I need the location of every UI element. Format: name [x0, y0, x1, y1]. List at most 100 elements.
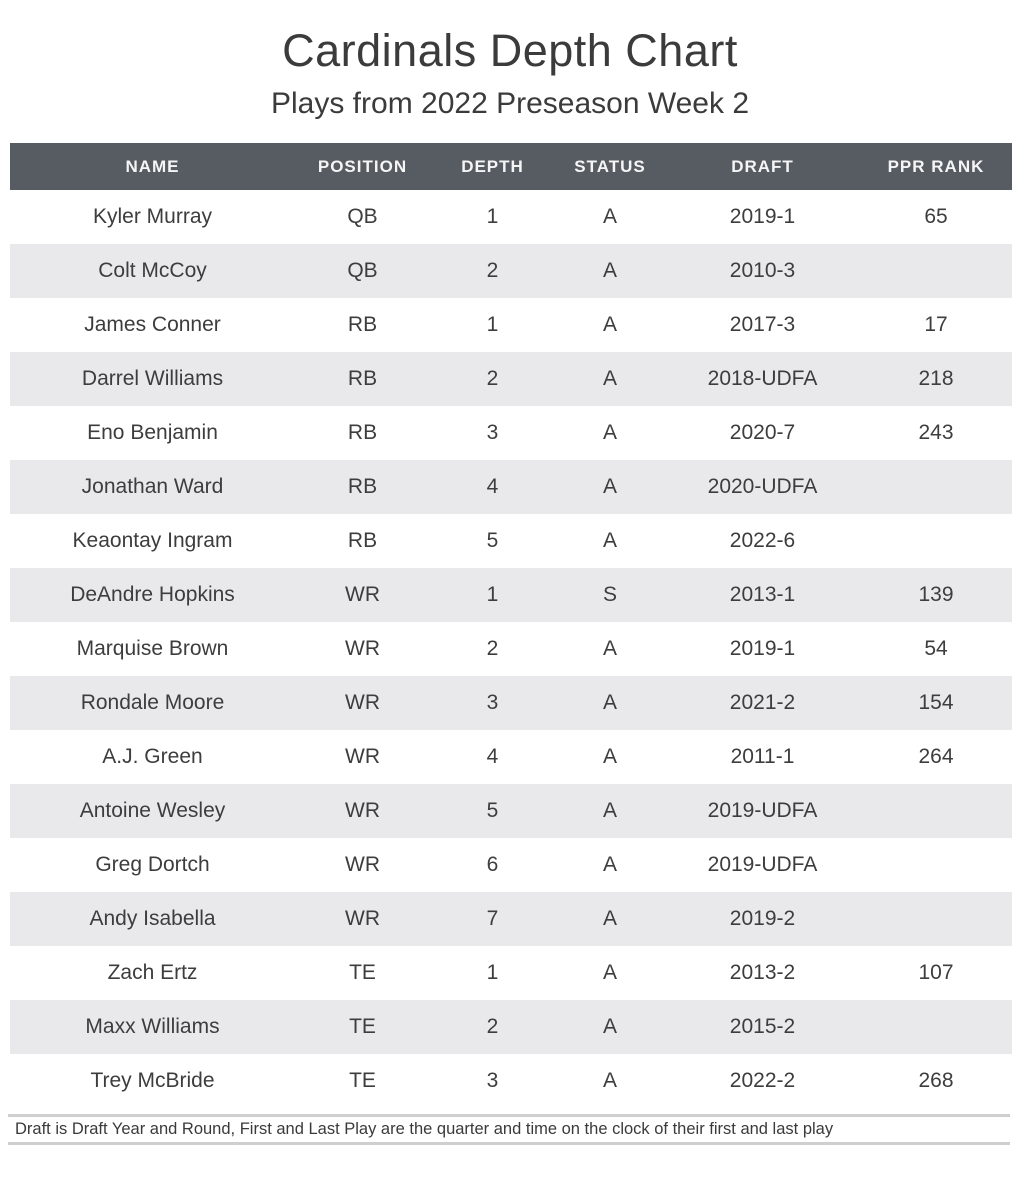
cell-position: RB: [347, 313, 378, 336]
cell-name: Keaontay Ingram: [72, 529, 233, 552]
cell-name: Kyler Murray: [92, 205, 213, 228]
cell-ppr_rank: [860, 784, 1012, 838]
cell-depth: 5: [486, 529, 499, 552]
cell-draft: 2019-UDFA: [707, 799, 818, 822]
cell-draft: 2019-1: [729, 205, 796, 228]
cell-draft: 2015-2: [729, 1015, 796, 1038]
cell-name: A.J. Green: [102, 745, 203, 768]
cell-ppr_rank: [860, 244, 1012, 298]
cell-name: Darrel Williams: [81, 367, 224, 390]
table-body: Kyler Murray QB 1 A 2019-1 65 Colt McCoy QB 2 A 20…: [10, 190, 1012, 1108]
cell-ppr_rank: 218: [918, 367, 954, 390]
cell-position: WR: [345, 799, 380, 822]
cell-depth: 4: [486, 745, 499, 768]
footnote: Draft is Draft Year and Round, First and…: [8, 1114, 1010, 1145]
cell-status: A: [602, 475, 617, 498]
page-title: Cardinals Depth Chart: [282, 25, 738, 76]
table-row: James Conner RB 1 A 2017-3 17: [10, 298, 1012, 352]
table-row: Rondale Moore WR 3 A 2021-2 154: [10, 676, 1012, 730]
cell-position: WR: [345, 583, 380, 606]
cell-depth: 6: [486, 853, 499, 876]
cell-position: RB: [347, 367, 378, 390]
cell-position: RB: [347, 529, 378, 552]
cell-name: Zach Ertz: [107, 961, 198, 984]
cell-status: A: [602, 205, 617, 228]
column-header-ppr-rank: PPR RANK: [860, 143, 1012, 190]
table-row: Jonathan Ward RB 4 A 2020-UDFA: [10, 460, 1012, 514]
cell-draft: 2019-UDFA: [707, 853, 818, 876]
depth-chart-table: NAME POSITION DEPTH STATUS DRAFT PPR RAN…: [10, 143, 1012, 1108]
table-row: A.J. Green WR 4 A 2011-1 264: [10, 730, 1012, 784]
cell-status: A: [602, 799, 617, 822]
cell-status: A: [602, 637, 617, 660]
cell-draft: 2017-3: [729, 313, 796, 336]
page-subtitle: Plays from 2022 Preseason Week 2: [270, 87, 750, 120]
cell-status: A: [602, 907, 617, 930]
cell-draft: 2013-1: [729, 583, 796, 606]
cell-status: A: [602, 1069, 617, 1092]
table-row: Zach Ertz TE 1 A 2013-2 107: [10, 946, 1012, 1000]
table-row: Marquise Brown WR 2 A 2019-1 54: [10, 622, 1012, 676]
cell-depth: 1: [486, 583, 499, 606]
cell-draft: 2019-2: [729, 907, 796, 930]
cell-depth: 1: [486, 205, 499, 228]
table-row: Kyler Murray QB 1 A 2019-1 65: [10, 190, 1012, 244]
cell-depth: 4: [486, 475, 499, 498]
cell-position: RB: [347, 421, 378, 444]
cell-position: WR: [345, 691, 380, 714]
cell-name: Eno Benjamin: [87, 421, 218, 444]
table-row: Darrel Williams RB 2 A 2018-UDFA 218: [10, 352, 1012, 406]
cell-ppr_rank: [860, 838, 1012, 892]
cell-position: TE: [349, 1015, 376, 1038]
cell-position: QB: [347, 205, 378, 228]
cell-draft: 2022-2: [729, 1069, 796, 1092]
cell-position: QB: [347, 259, 378, 282]
cell-name: Rondale Moore: [80, 691, 225, 714]
cell-ppr_rank: 54: [924, 637, 948, 660]
cell-name: Greg Dortch: [95, 853, 210, 876]
table-row: Trey McBride TE 3 A 2022-2 268: [10, 1054, 1012, 1108]
cell-draft: 2022-6: [729, 529, 796, 552]
cell-depth: 3: [486, 1069, 499, 1092]
cell-draft: 2010-3: [729, 259, 796, 282]
cell-depth: 1: [486, 313, 499, 336]
cell-position: RB: [347, 475, 378, 498]
cell-ppr_rank: 264: [918, 745, 954, 768]
cell-status: S: [602, 583, 617, 606]
cell-status: A: [602, 961, 617, 984]
cell-depth: 1: [486, 961, 499, 984]
cell-position: WR: [345, 853, 380, 876]
cell-status: A: [602, 367, 617, 390]
header-row: NAME POSITION DEPTH STATUS DRAFT PPR RAN…: [10, 143, 1012, 190]
cell-draft: 2019-1: [729, 637, 796, 660]
cell-draft: 2011-1: [730, 745, 795, 768]
cell-depth: 3: [486, 421, 499, 444]
cell-status: A: [602, 421, 617, 444]
cell-name: James Conner: [84, 313, 221, 336]
cell-status: A: [602, 1015, 617, 1038]
table-row: Maxx Williams TE 2 A 2015-2: [10, 1000, 1012, 1054]
cell-name: Jonathan Ward: [81, 475, 224, 498]
cell-status: A: [602, 691, 617, 714]
cell-draft: 2018-UDFA: [707, 367, 818, 390]
cell-draft: 2013-2: [729, 961, 796, 984]
depth-chart-figure: Cardinals Depth Chart Plays from 2022 Pr…: [0, 25, 1020, 1177]
cell-position: WR: [345, 637, 380, 660]
column-header-status: STATUS: [555, 143, 665, 190]
cell-position: TE: [349, 961, 376, 984]
table-row: Keaontay Ingram RB 5 A 2022-6: [10, 514, 1012, 568]
column-header-name: NAME: [10, 143, 295, 190]
cell-depth: 3: [486, 691, 499, 714]
cell-name: Antoine Wesley: [79, 799, 226, 822]
cell-ppr_rank: 139: [918, 583, 954, 606]
table-row: Eno Benjamin RB 3 A 2020-7 243: [10, 406, 1012, 460]
table-row: Greg Dortch WR 6 A 2019-UDFA: [10, 838, 1012, 892]
cell-depth: 2: [486, 367, 499, 390]
cell-depth: 2: [486, 1015, 499, 1038]
cell-ppr_rank: 65: [924, 205, 948, 228]
table-row: DeAndre Hopkins WR 1 S 2013-1 139: [10, 568, 1012, 622]
cell-status: A: [602, 529, 617, 552]
cell-name: Trey McBride: [90, 1069, 215, 1092]
cell-position: TE: [349, 1069, 376, 1092]
table-row: Antoine Wesley WR 5 A 2019-UDFA: [10, 784, 1012, 838]
